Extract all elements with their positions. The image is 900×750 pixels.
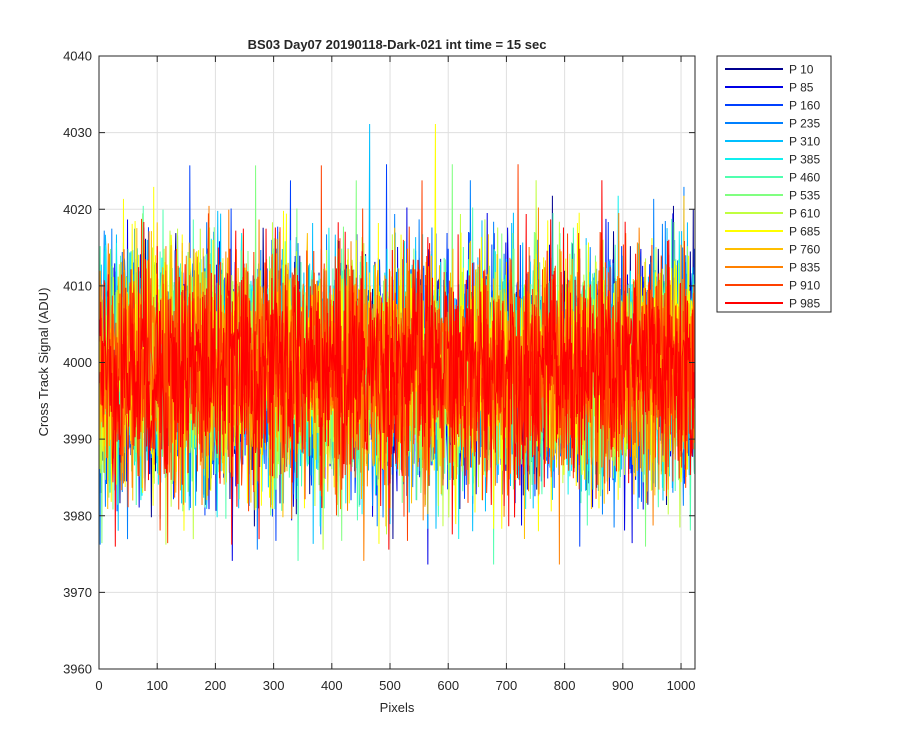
y-tick-label: 3960: [63, 662, 92, 677]
series-line-p985: [99, 180, 696, 550]
y-tick-label: 4000: [63, 355, 92, 370]
x-tick-label: 100: [146, 678, 168, 693]
y-tick-label: 3970: [63, 585, 92, 600]
x-tick-label: 900: [612, 678, 634, 693]
y-tick-label: 4030: [63, 125, 92, 140]
x-axis-label: Pixels: [380, 700, 415, 715]
legend-label: P 160: [789, 99, 820, 113]
x-tick-label: 600: [437, 678, 459, 693]
legend-label: P 385: [789, 153, 820, 167]
legend-label: P 760: [789, 243, 820, 257]
y-axis-ticks: 3960 3970 3980 3990 4000 4010 4020 4030 4040: [63, 49, 695, 677]
legend-label: P 535: [789, 189, 820, 203]
x-tick-label: 200: [205, 678, 227, 693]
x-tick-label: 300: [263, 678, 285, 693]
y-tick-label: 3990: [63, 432, 92, 447]
x-tick-label: 800: [554, 678, 576, 693]
legend-label: P 685: [789, 225, 820, 239]
legend-label: P 910: [789, 279, 820, 293]
chart-title: BS03 Day07 20190118-Dark-021 int time = …: [248, 37, 547, 52]
x-tick-label: 1000: [667, 678, 696, 693]
x-tick-label: 400: [321, 678, 343, 693]
legend-label: P 835: [789, 261, 820, 275]
legend-box: [716, 55, 832, 313]
series-line-p910: [99, 164, 696, 544]
legend-label: P 985: [789, 297, 820, 311]
x-tick-label: 500: [379, 678, 401, 693]
series-layer: [99, 123, 696, 565]
y-axis-label: Cross Track Signal (ADU): [36, 288, 51, 437]
legend-label: P 310: [789, 135, 820, 149]
legend-label: P 10: [789, 63, 814, 77]
y-tick-label: 4020: [63, 202, 92, 217]
legend-label: P 610: [789, 207, 820, 221]
legend-label: P 460: [789, 171, 820, 185]
x-tick-label: 700: [496, 678, 518, 693]
legend: P 10 P 85 P 160 P 235 P 310 P 385 P 460 P 535 P …: [716, 55, 832, 313]
x-tick-label: 0: [95, 678, 102, 693]
legend-label: P 85: [789, 81, 814, 95]
x-axis-ticks: 0 100 200 300 400 500 600 700 800 900 1000: [95, 56, 695, 693]
legend-label: P 235: [789, 117, 820, 131]
y-tick-label: 4010: [63, 278, 92, 293]
y-tick-label: 3980: [63, 508, 92, 523]
legend-items: P 10 P 85 P 160 P 235 P 310 P 385 P 460 P 535 P …: [725, 63, 820, 311]
y-tick-label: 4040: [63, 49, 92, 64]
